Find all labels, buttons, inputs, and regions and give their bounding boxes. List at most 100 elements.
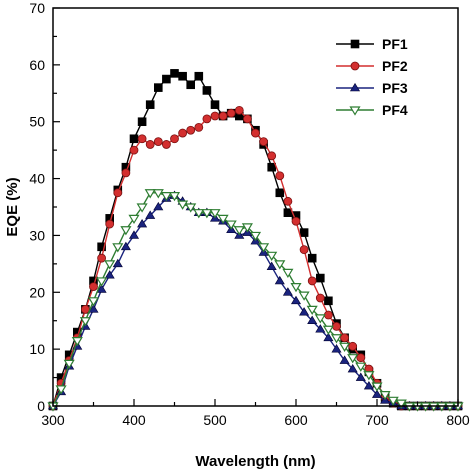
data-point: [324, 296, 333, 306]
data-point: [177, 200, 189, 210]
x-tick-label: 700: [365, 412, 389, 428]
data-point: [79, 317, 91, 327]
data-point: [299, 228, 309, 237]
data-point: [251, 128, 260, 138]
data-point: [97, 253, 106, 263]
legend-marker: [349, 82, 361, 92]
y-tick-label: 50: [29, 114, 45, 130]
data-point: [104, 270, 115, 279]
data-point: [290, 283, 302, 293]
data-point: [217, 214, 229, 225]
data-point: [307, 276, 317, 286]
data-point: [153, 137, 163, 147]
data-point: [299, 245, 309, 255]
data-point: [395, 399, 407, 409]
data-point: [97, 242, 106, 252]
data-point: [202, 114, 212, 124]
data-point: [154, 83, 163, 92]
legend-label: PF1: [382, 36, 408, 52]
data-point: [241, 223, 253, 233]
data-point: [323, 332, 334, 342]
data-point: [387, 396, 399, 406]
data-point: [242, 114, 252, 124]
data-point: [96, 284, 107, 293]
data-point: [258, 243, 270, 253]
data-point: [323, 310, 333, 320]
y-tick-label: 20: [29, 284, 45, 300]
data-point: [145, 140, 155, 149]
legend: PF1 PF2 PF3 PF4: [336, 36, 408, 118]
series-line: [52, 109, 458, 407]
data-point: [160, 192, 172, 202]
data-point: [145, 210, 156, 219]
series-line: [52, 194, 458, 407]
data-point: [249, 231, 262, 242]
data-point: [178, 128, 188, 138]
data-point: [234, 105, 244, 115]
data-point: [210, 111, 220, 121]
data-point: [55, 385, 67, 395]
data-point: [275, 188, 285, 198]
data-point: [152, 189, 164, 199]
legend-marker: [349, 106, 361, 116]
x-tick-label: 400: [122, 412, 146, 428]
x-axis: 300 400 500 600 700 800: [41, 399, 470, 428]
data-point: [314, 314, 326, 324]
y-axis-title: EQE (%): [4, 177, 21, 236]
legend-label: PF4: [382, 102, 408, 118]
data-point: [266, 261, 277, 271]
data-point: [315, 293, 325, 303]
data-point: [347, 354, 359, 364]
data-point: [88, 304, 99, 313]
data-point: [266, 251, 278, 261]
data-point: [193, 209, 205, 219]
legend-item-pf3: PF3: [336, 80, 408, 96]
data-point: [162, 74, 171, 84]
data-point: [290, 295, 302, 305]
data-point: [355, 372, 366, 381]
data-point: [348, 341, 358, 351]
y-tick-label: 30: [29, 227, 45, 243]
data-point: [104, 260, 116, 270]
data-point: [105, 219, 115, 229]
x-axis-title: Wavelength (nm): [195, 453, 315, 470]
data-point: [371, 382, 383, 392]
data-point: [274, 260, 286, 270]
data-point: [112, 258, 123, 268]
data-point: [209, 209, 221, 219]
legend-item-pf2: PF2: [336, 58, 408, 74]
data-point: [379, 391, 391, 401]
data-point: [170, 134, 179, 144]
data-point: [186, 125, 196, 135]
data-point: [299, 307, 310, 316]
data-point: [96, 277, 108, 287]
data-point: [71, 337, 83, 347]
legend-label: PF3: [382, 80, 408, 96]
y-tick-label: 10: [29, 341, 45, 357]
data-point: [282, 287, 293, 296]
data-point: [355, 362, 367, 372]
data-point: [267, 151, 277, 161]
x-tick-label: 500: [203, 412, 227, 428]
data-point: [347, 363, 358, 373]
y-tick-label: 0: [37, 398, 45, 414]
data-point: [120, 226, 132, 236]
x-tick-label: 600: [284, 412, 308, 428]
legend-item-pf1: PF1: [336, 36, 408, 52]
y-axis: 0 10 20 30 40 50 60 70: [29, 0, 60, 414]
series-pf2: [48, 105, 463, 411]
data-point: [137, 117, 147, 127]
y-tick-label: 70: [29, 0, 45, 16]
data-point: [128, 230, 140, 239]
legend-marker: [350, 39, 360, 49]
data-point: [307, 315, 318, 325]
legend-marker: [350, 61, 360, 71]
data-point: [185, 203, 197, 213]
data-point: [340, 333, 350, 343]
data-point: [339, 342, 351, 352]
data-point: [225, 220, 237, 230]
data-point: [315, 324, 326, 333]
data-point: [291, 216, 301, 226]
data-point: [330, 334, 343, 344]
